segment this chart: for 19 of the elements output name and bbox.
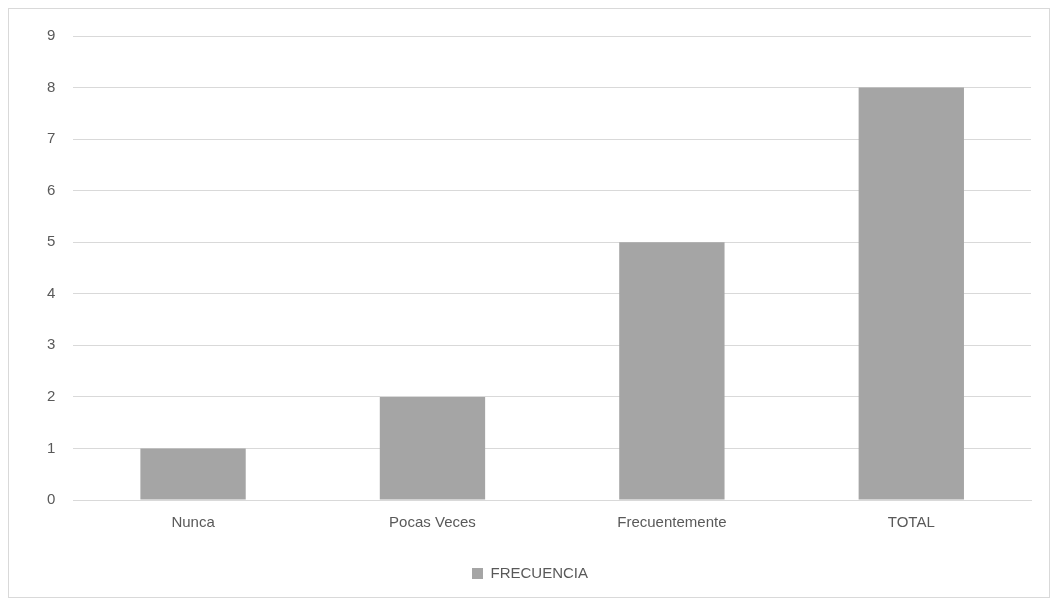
y-tick-label: 3 [47,335,56,353]
y-tick-label: 0 [47,490,56,508]
bar [619,242,725,500]
y-tick-label: 5 [47,232,56,250]
y-tick-label: 9 [47,26,56,44]
y-tick-label: 7 [47,129,56,147]
y-tick-label: 8 [47,77,56,95]
bar [140,448,246,500]
y-tick-label: 1 [47,438,56,456]
legend-label: FRECUENCIA [490,563,589,581]
x-tick-label: Pocas Veces [389,513,476,531]
y-tick-label: 4 [47,283,56,301]
x-tick-label: Nunca [171,513,216,531]
x-tick-label: Frecuentemente [617,513,727,531]
y-tick-label: 2 [47,387,56,405]
y-tick-label: 6 [47,180,56,198]
x-tick-label: TOTAL [887,513,935,531]
bar [379,396,486,500]
bar [858,87,964,500]
